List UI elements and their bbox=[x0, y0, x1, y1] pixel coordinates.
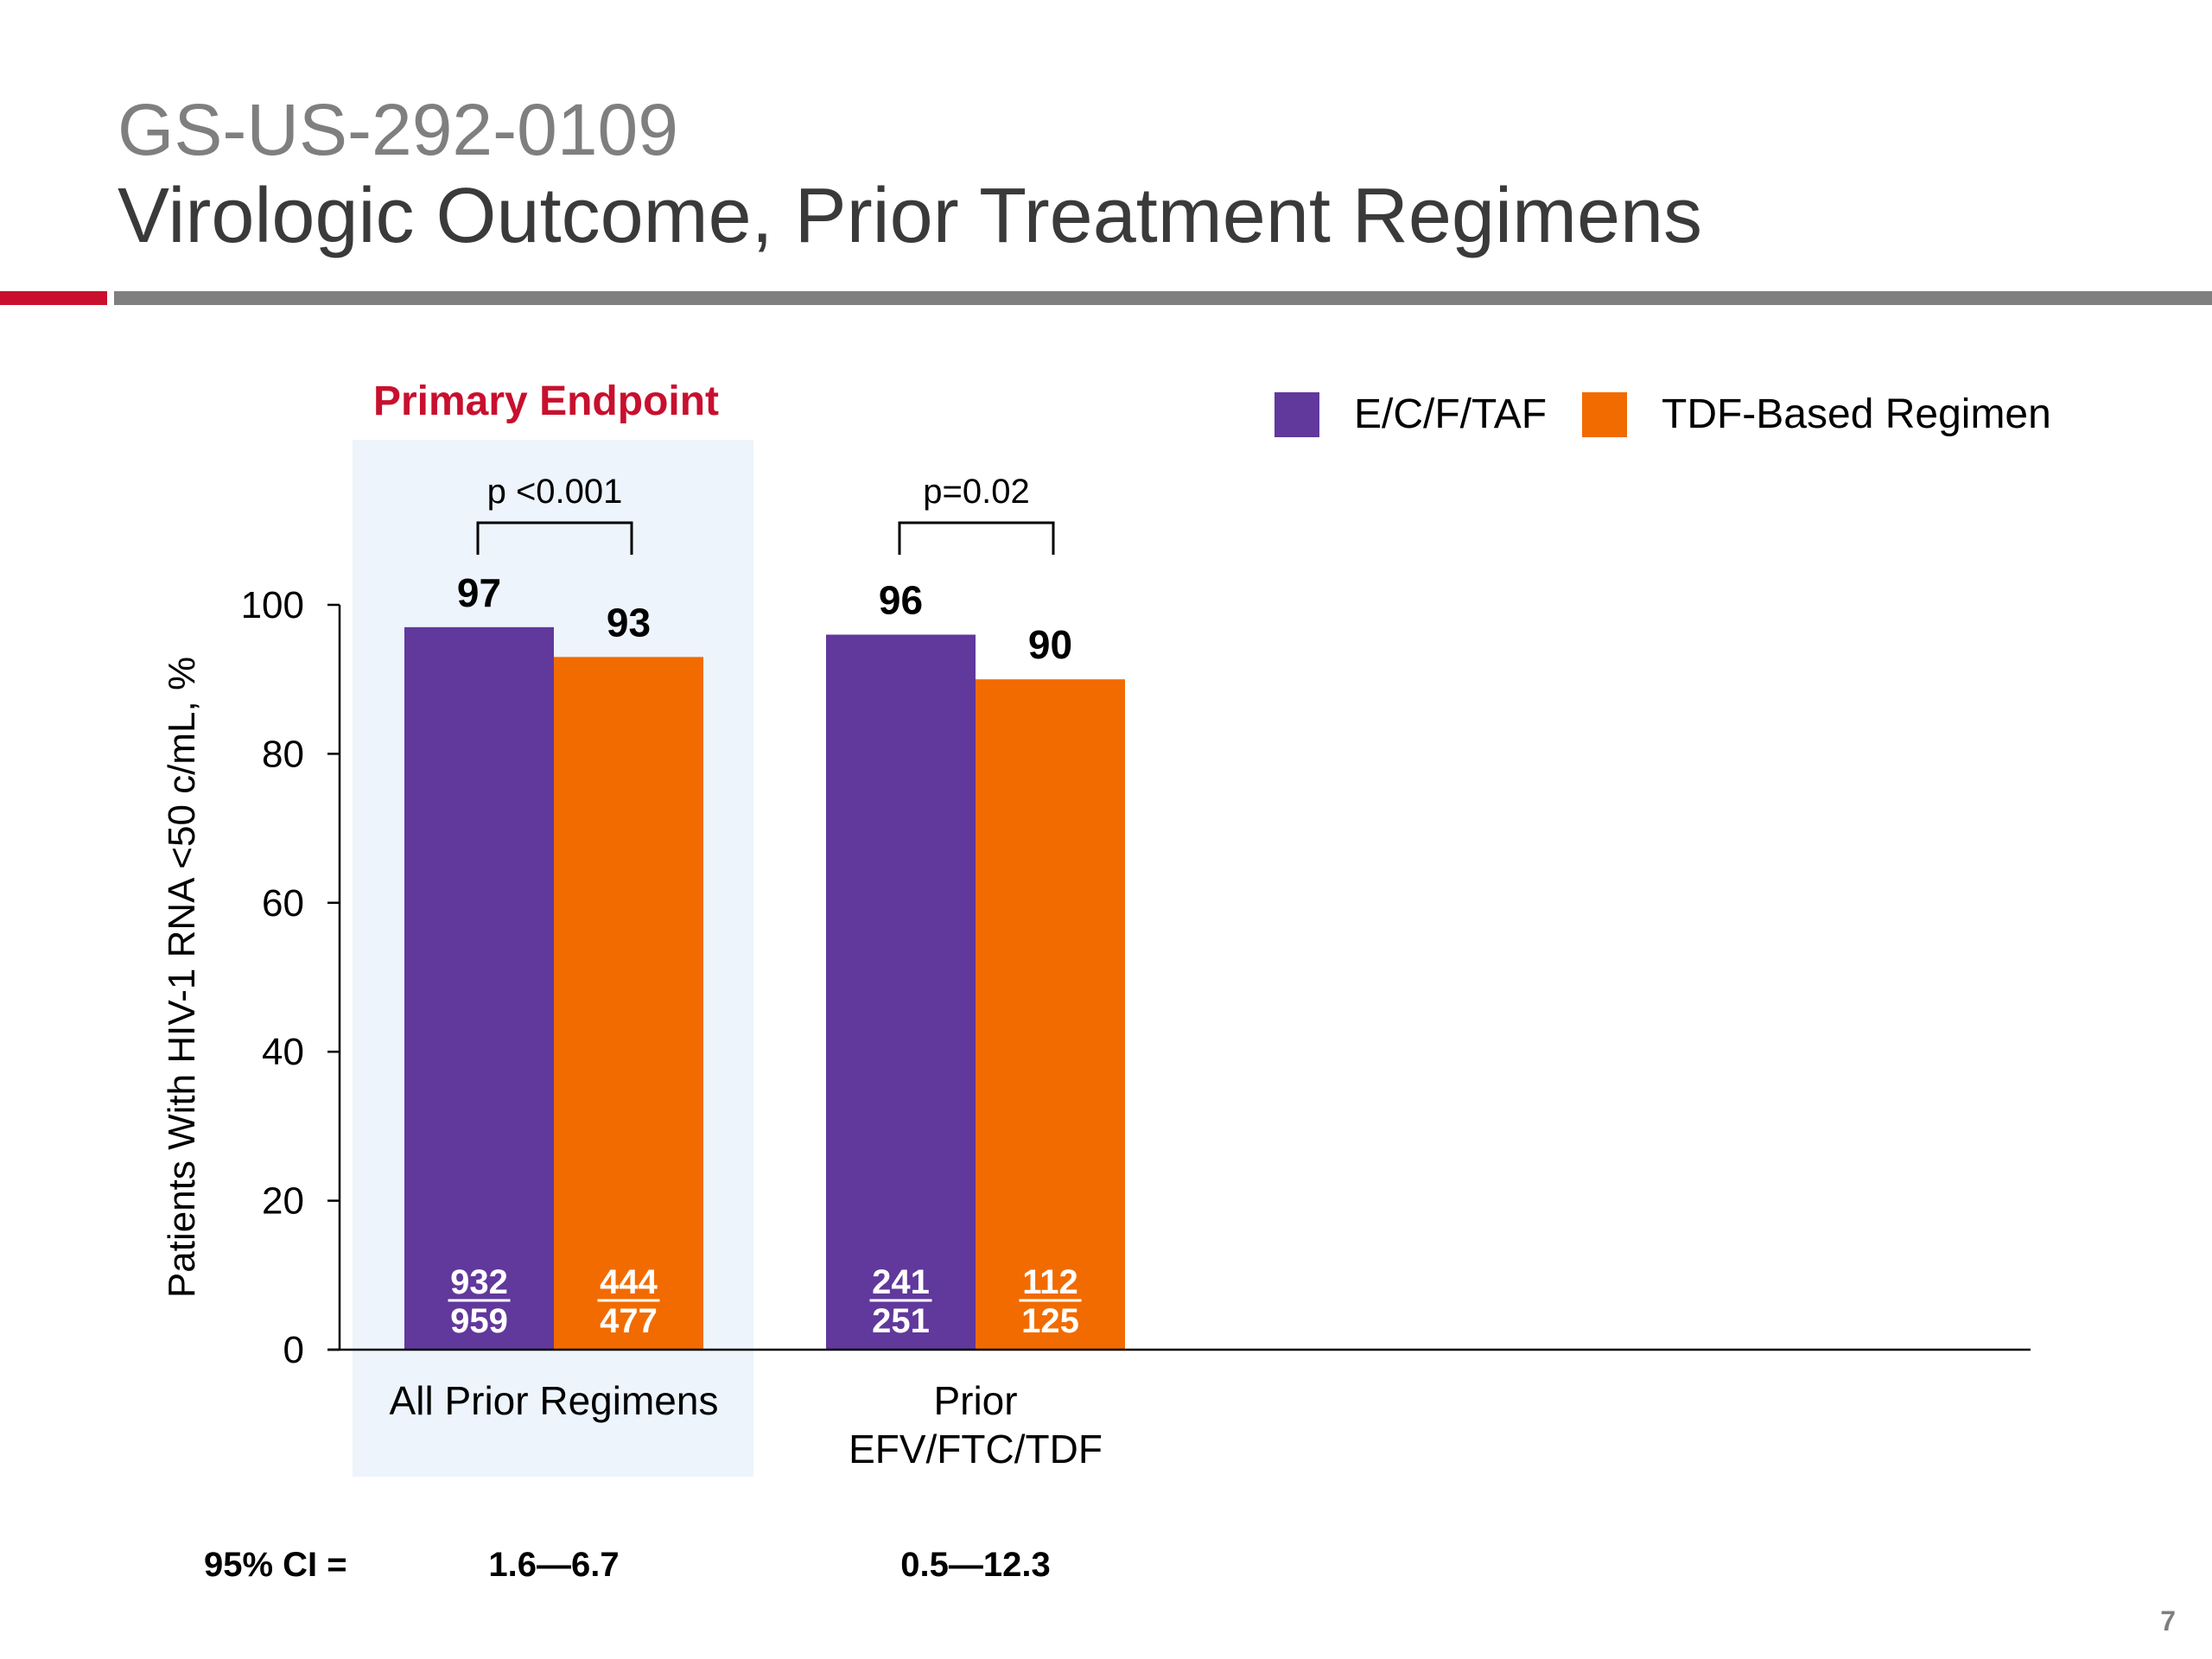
y-axis-label: Patients With HIV-1 RNA <50 c/mL, % bbox=[161, 657, 203, 1298]
p-value-label: p <0.001 bbox=[487, 473, 623, 511]
y-tick-label: 100 bbox=[241, 584, 304, 626]
x-category-label: EFV/FTC/TDF bbox=[849, 1427, 1103, 1471]
bar-value-label: 96 bbox=[879, 577, 923, 622]
p-value-label: p=0.02 bbox=[923, 473, 1029, 511]
bar-denominator-label: 959 bbox=[450, 1302, 508, 1340]
y-tick-label: 80 bbox=[262, 733, 304, 775]
page-number: 7 bbox=[2160, 1605, 2176, 1637]
legend-label: TDF-Based Regimen bbox=[1662, 391, 2051, 437]
slide-title: Virologic Outcome, Prior Treatment Regim… bbox=[118, 173, 1703, 259]
bar-denominator-label: 125 bbox=[1021, 1302, 1079, 1340]
bar bbox=[404, 626, 554, 1350]
legend-label: E/C/F/TAF bbox=[1354, 391, 1547, 437]
ci-value: 0.5—12.3 bbox=[900, 1546, 1050, 1584]
y-tick-label: 60 bbox=[262, 882, 304, 925]
primary-endpoint-label: Primary Endpoint bbox=[373, 378, 719, 424]
bar-numerator-label: 241 bbox=[872, 1263, 930, 1301]
ci-row-label: 95% CI = bbox=[204, 1546, 347, 1584]
significance-bracket bbox=[476, 521, 633, 555]
x-category-label: Prior bbox=[933, 1378, 1017, 1423]
legend-swatch bbox=[1582, 392, 1627, 437]
bar bbox=[976, 679, 1125, 1350]
bar-value-label: 90 bbox=[1028, 622, 1072, 667]
y-tick-label: 0 bbox=[283, 1329, 304, 1371]
bar-value-label: 93 bbox=[607, 600, 651, 645]
title-rule bbox=[114, 291, 2212, 305]
bar-denominator-label: 477 bbox=[600, 1302, 658, 1340]
bar-value-label: 97 bbox=[457, 570, 501, 615]
y-tick-label: 40 bbox=[262, 1031, 304, 1073]
y-tick-label: 20 bbox=[262, 1180, 304, 1223]
bar-denominator-label: 251 bbox=[872, 1302, 930, 1340]
x-category-label: All Prior Regimens bbox=[390, 1378, 719, 1423]
legend-swatch bbox=[1274, 392, 1319, 437]
ci-value: 1.6—6.7 bbox=[488, 1546, 619, 1584]
bar bbox=[826, 634, 976, 1350]
bar bbox=[554, 657, 703, 1350]
bar-numerator-label: 112 bbox=[1022, 1263, 1078, 1301]
bar-numerator-label: 444 bbox=[600, 1263, 658, 1301]
significance-bracket bbox=[898, 521, 1055, 555]
slide-supertitle: GS-US-292-0109 bbox=[118, 89, 678, 170]
bar-numerator-label: 932 bbox=[450, 1263, 508, 1301]
title-rule-accent bbox=[0, 291, 107, 305]
